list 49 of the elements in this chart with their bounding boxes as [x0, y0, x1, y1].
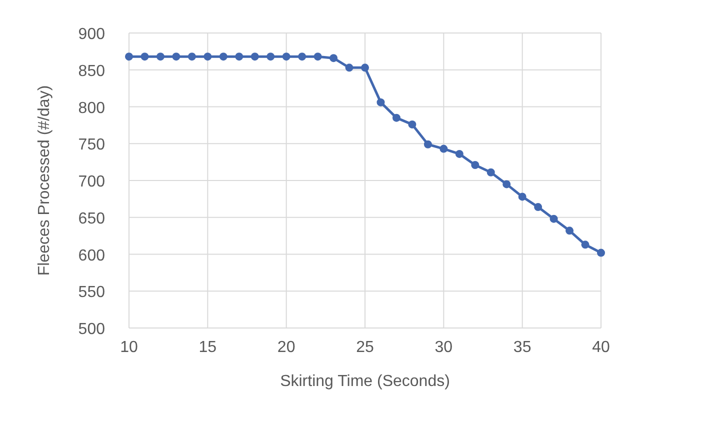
y-tick-label: 600 — [78, 247, 106, 264]
point — [518, 192, 526, 201]
point — [376, 98, 385, 106]
x-tick-label: 40 — [592, 339, 610, 356]
point — [408, 120, 416, 128]
point — [566, 226, 574, 235]
y-tick-label: 550 — [78, 284, 106, 302]
point — [597, 248, 605, 257]
point — [282, 52, 290, 61]
point — [486, 168, 495, 176]
point — [471, 161, 480, 170]
x-tick-label: 10 — [120, 339, 138, 356]
point — [298, 52, 306, 61]
point — [440, 144, 448, 153]
point — [392, 114, 400, 122]
y-tick-label: 650 — [78, 210, 106, 228]
point — [361, 64, 369, 72]
point — [235, 52, 244, 61]
point — [330, 54, 338, 62]
y-tick-label: 700 — [78, 174, 106, 190]
point — [266, 52, 275, 61]
point — [188, 52, 196, 61]
y-tick-label: 750 — [78, 136, 106, 154]
point — [125, 52, 133, 61]
y-tick-label: 500 — [78, 321, 106, 338]
point — [314, 52, 322, 61]
x-tick-label: 15 — [198, 339, 217, 356]
x-axis-title: Skirting Time (Seconds) — [280, 373, 450, 390]
point — [219, 52, 228, 61]
x-tick-label: 25 — [356, 339, 374, 356]
x-tick-label: 35 — [513, 339, 532, 356]
y-tick-label: 800 — [78, 100, 106, 117]
point — [550, 214, 558, 223]
point — [204, 52, 212, 61]
x-tick-label: 20 — [277, 339, 296, 356]
point — [502, 180, 511, 188]
point — [581, 240, 590, 249]
point — [455, 150, 464, 158]
point — [172, 52, 180, 61]
y-axis-title: Fleeces Processed (#/day) — [36, 85, 53, 276]
point — [424, 140, 432, 148]
point — [156, 52, 164, 61]
point — [140, 52, 149, 61]
point — [250, 52, 259, 61]
x-tick-label: 30 — [434, 339, 453, 356]
point — [345, 64, 354, 72]
y-tick-label: 900 — [78, 26, 106, 43]
point — [534, 203, 542, 212]
y-tick-label: 850 — [78, 62, 106, 80]
